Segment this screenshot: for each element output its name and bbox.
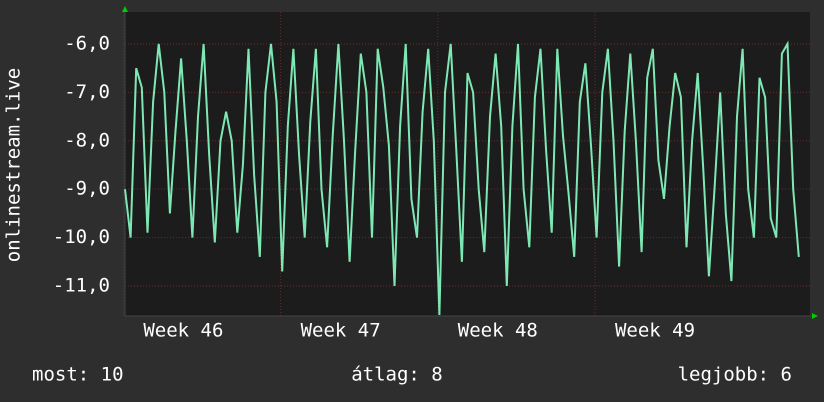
y-tick-label: -7,0 (64, 81, 110, 103)
y-tick-label: -8,0 (64, 129, 110, 151)
stat-best: legjobb: 6 (678, 364, 792, 386)
y-arrow (122, 6, 128, 12)
y-tick-label: -10,0 (53, 226, 110, 248)
x-tick-label: Week 49 (615, 320, 695, 342)
x-tick-label: Week 46 (143, 320, 223, 342)
plot-area (125, 12, 810, 316)
plot (122, 8, 814, 317)
y-tick-label: -11,0 (53, 274, 110, 296)
x-tick-label: Week 47 (301, 320, 381, 342)
stat-average: átlag: 8 (351, 364, 443, 386)
y-tick-label: -9,0 (64, 178, 110, 200)
stat-current: most: 10 (32, 364, 124, 386)
y-axis-label: onlinestream.live (3, 68, 25, 262)
y-tick-label: -6,0 (64, 32, 110, 54)
x-arrow (812, 313, 818, 319)
x-tick-label: Week 48 (458, 320, 538, 342)
data-line (124, 40, 800, 316)
